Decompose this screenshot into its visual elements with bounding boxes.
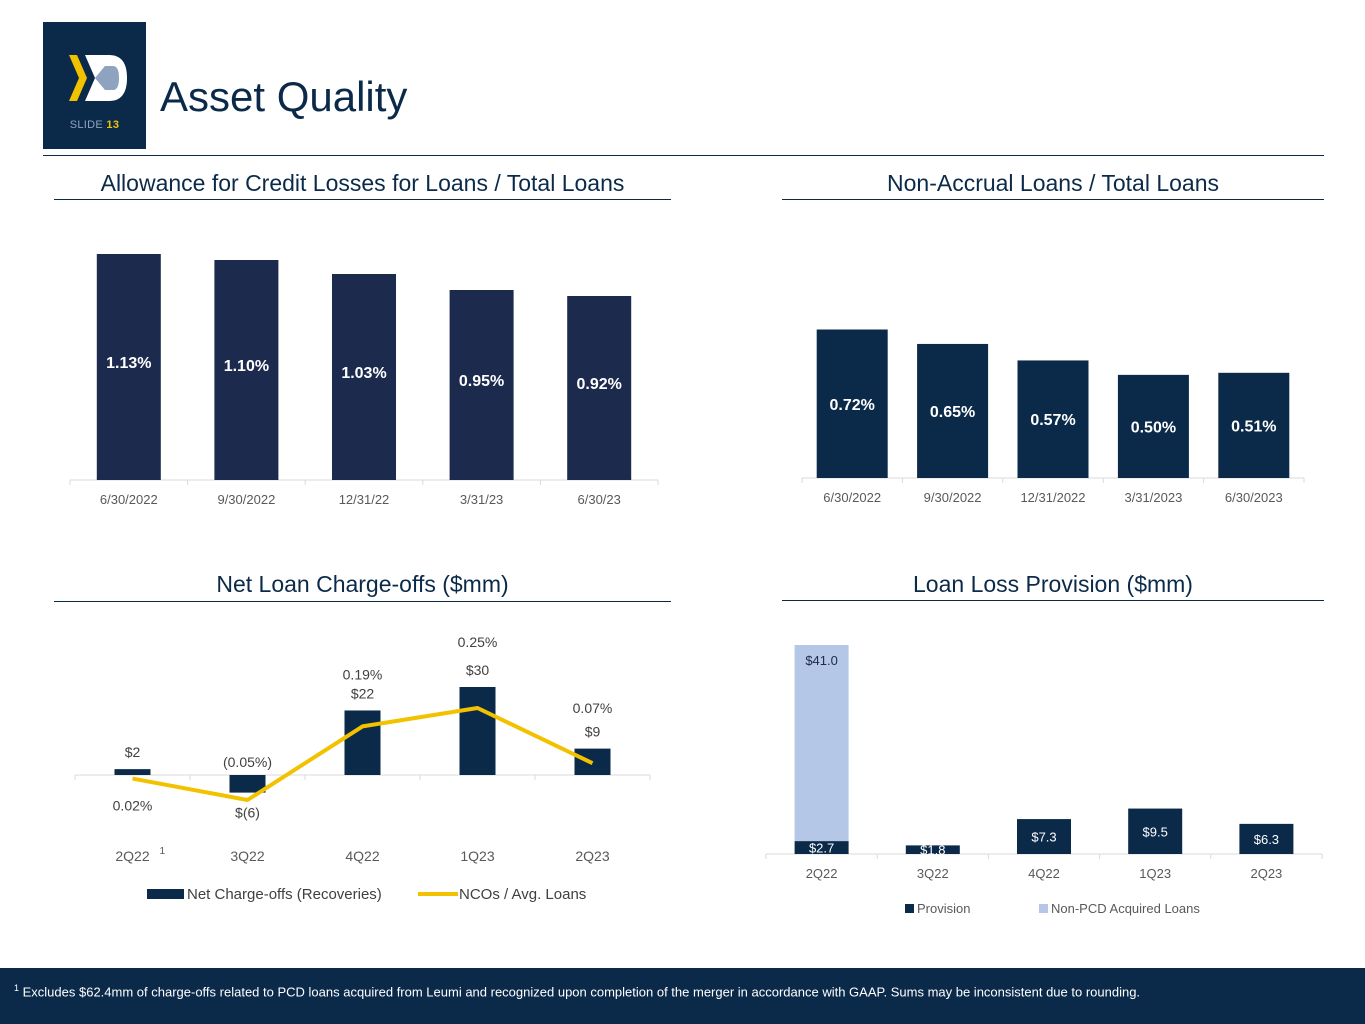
footer-bar: 1 Excludes $62.4mm of charge-offs relate…: [0, 968, 1365, 1024]
acl-chart-title: Allowance for Credit Losses for Loans / …: [100, 170, 625, 196]
acquired-loans-legend-swatch: [1039, 904, 1048, 913]
nco-line-label: (0.05%): [223, 754, 272, 770]
provision-bar-label: $9.5: [1143, 824, 1168, 839]
charts-canvas: 1.13% 6/30/2022 1.10% 9/30/2022 1.03% 12/31/2…: [69, 254, 1323, 916]
nco-bar: [344, 710, 381, 775]
provision-bar: [794, 841, 849, 854]
acl-bar: [332, 274, 396, 480]
slide-label: SLIDE: [69, 119, 104, 131]
provision-title-rule: [782, 600, 1324, 601]
nco-line-label: 0.19%: [343, 666, 383, 682]
nco-tick-label: 4Q22: [345, 848, 379, 864]
nco-line-series: [132, 706, 594, 802]
nco-bar-label: $22: [351, 685, 375, 701]
acl-data-label: 1.03%: [341, 365, 386, 382]
nonaccrual-tick-label: 6/30/2022: [823, 490, 881, 505]
provision-bar: [1017, 819, 1071, 854]
nco-line-label: 0.07%: [573, 700, 613, 716]
provision-legend-swatch: [905, 904, 914, 913]
acl-bar: [96, 254, 161, 480]
nco-footnote-marker: 1: [160, 846, 166, 857]
nco-bar: [459, 687, 496, 775]
nco-line-label: 0.25%: [458, 634, 498, 650]
nco-tick-label: 2Q22: [115, 848, 149, 864]
nco-title-rule: [54, 601, 671, 602]
acl-data-label: 0.92%: [577, 376, 622, 393]
provision-tick-label: 2Q23: [1250, 866, 1282, 881]
provision-tick-label: 4Q22: [1028, 866, 1060, 881]
nco-bar-label: $(6): [235, 805, 260, 821]
nco-legend-line-label: NCOs / Avg. Loans: [459, 886, 586, 903]
acl-bar: [214, 260, 279, 480]
nco-tick-label: 2Q23: [575, 848, 609, 864]
nco-legend-bar-label: Net Charge-offs (Recoveries): [187, 886, 382, 903]
footnote: 1 Excludes $62.4mm of charge-offs relate…: [14, 983, 1140, 999]
nonaccrual-data-label: 0.50%: [1131, 419, 1176, 436]
provision-bar-label: $6.3: [1254, 832, 1279, 847]
nonaccrual-bar: [1017, 360, 1089, 478]
provision-bar-label: $7.3: [1031, 830, 1056, 845]
nco-chart-title: Net Loan Charge-offs ($mm): [216, 571, 509, 597]
nonaccrual-tick-label: 6/30/2023: [1225, 490, 1283, 505]
provision-legend-label: Provision: [917, 901, 970, 916]
acl-bar: [449, 290, 514, 480]
company-logo-icon: [69, 55, 127, 101]
nonaccrual-data-label: 0.51%: [1231, 418, 1276, 435]
acquired-loans-bar: [794, 645, 849, 842]
page-title: Asset Quality: [160, 73, 408, 120]
provision-bar: [905, 845, 960, 854]
nonaccrual-tick-label: 9/30/2022: [924, 490, 982, 505]
nonaccrual-data-label: 0.57%: [1030, 412, 1075, 429]
nco-tick-label: 3Q22: [230, 848, 264, 864]
footnote-marker: 1: [14, 983, 20, 993]
provision-bar: [1128, 808, 1183, 854]
nco-bar: [114, 769, 151, 775]
logo-box: SLIDE 13: [43, 22, 146, 149]
acl-title-rule: [54, 199, 671, 200]
provision-tick-label: 2Q22: [806, 866, 838, 881]
acquired-loans-legend-label: Non-PCD Acquired Loans: [1051, 901, 1200, 916]
acquired-loans-bar-label: $41.0: [805, 653, 838, 668]
nco-bar: [229, 775, 266, 793]
nco-line-label: 0.02%: [113, 798, 153, 814]
nco-bar-label: $30: [466, 662, 490, 678]
nonaccrual-bar: [1218, 372, 1290, 478]
title-divider: [43, 155, 1324, 156]
nonaccrual-bar: [1117, 374, 1189, 478]
nco-bar-label: $9: [585, 724, 601, 740]
acl-tick-label: 3/31/23: [460, 492, 503, 507]
nonaccrual-bar: [816, 329, 888, 478]
nonaccrual-bar: [917, 343, 989, 478]
provision-bar-label: $2.7: [809, 841, 834, 856]
nonaccrual-title-rule: [782, 199, 1324, 200]
provision-tick-label: 3Q22: [917, 866, 949, 881]
nonaccrual-data-label: 0.72%: [830, 397, 875, 414]
nco-bar-label: $2: [125, 744, 141, 760]
acl-data-label: 1.10%: [224, 358, 269, 375]
nco-tick-label: 1Q23: [460, 848, 494, 864]
slide-number: SLIDE 13: [43, 119, 146, 131]
acl-tick-label: 9/30/2022: [217, 492, 275, 507]
nonaccrual-tick-label: 12/31/2022: [1020, 490, 1085, 505]
provision-bar: [1239, 823, 1294, 854]
nonaccrual-data-label: 0.65%: [930, 404, 975, 421]
acl-data-label: 0.95%: [459, 373, 504, 390]
provision-bar-label: $1.8: [920, 843, 945, 858]
acl-bar: [567, 296, 632, 480]
provision-tick-label: 1Q23: [1139, 866, 1171, 881]
nonaccrual-chart-title: Non-Accrual Loans / Total Loans: [887, 170, 1219, 196]
footnote-text: Excludes $62.4mm of charge-offs related …: [19, 984, 1141, 1000]
slide-number-value: 13: [106, 119, 120, 131]
nco-legend-bar-swatch: [147, 889, 184, 899]
nonaccrual-tick-label: 3/31/2023: [1124, 490, 1182, 505]
acl-tick-label: 6/30/23: [578, 492, 621, 507]
acl-tick-label: 6/30/2022: [100, 492, 158, 507]
acl-tick-label: 12/31/22: [339, 492, 390, 507]
provision-chart-title: Loan Loss Provision ($mm): [913, 571, 1193, 597]
acl-data-label: 1.13%: [106, 355, 151, 372]
